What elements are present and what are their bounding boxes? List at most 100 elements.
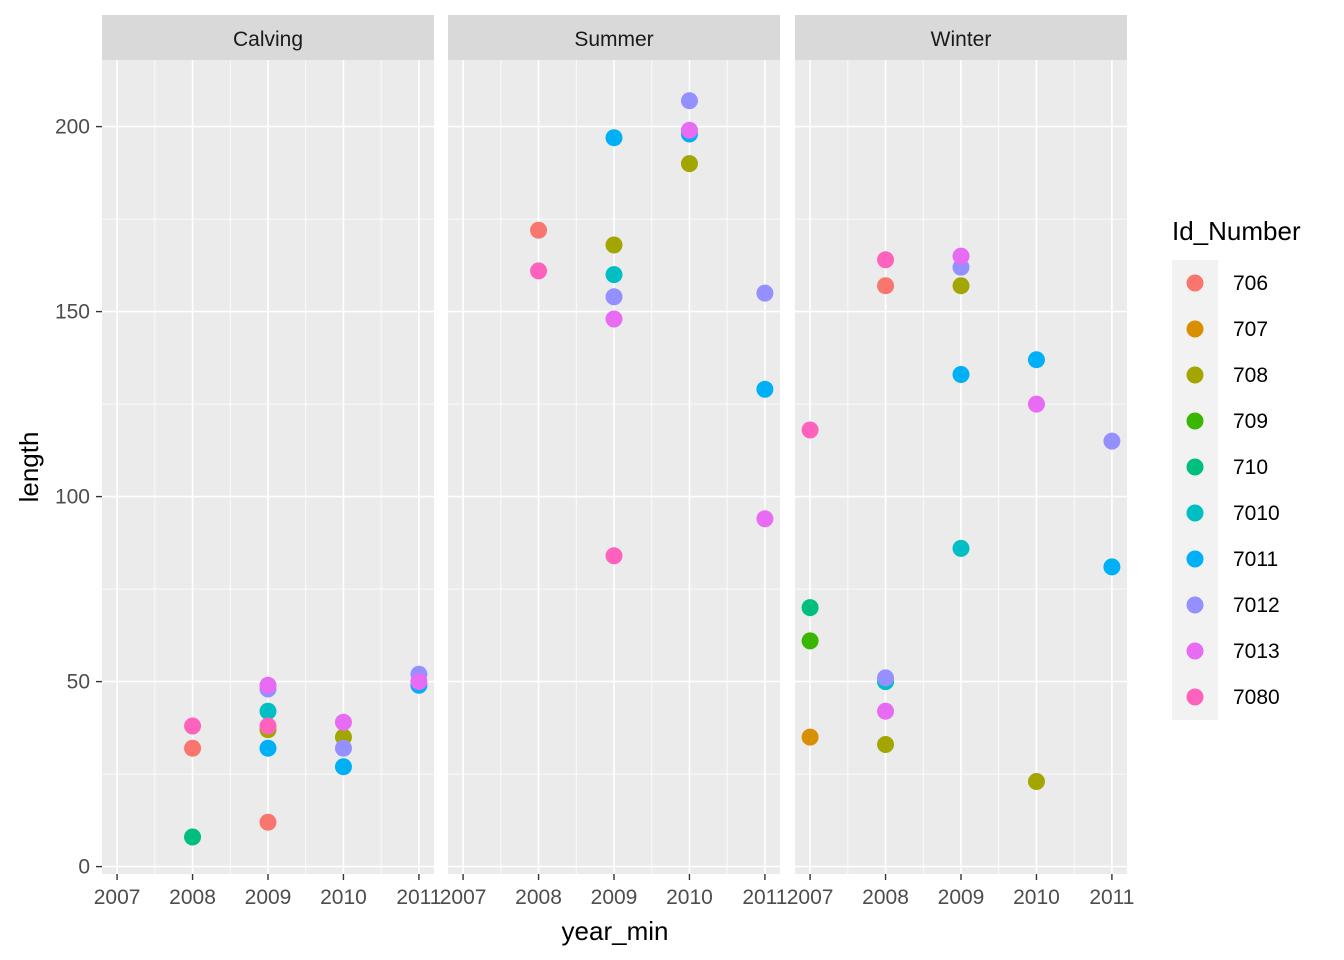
data-point-708 xyxy=(877,736,895,753)
data-point-706 xyxy=(877,277,895,295)
data-point-7012 xyxy=(680,92,698,110)
legend-swatch xyxy=(1186,274,1204,292)
legend-swatch xyxy=(1186,458,1204,476)
x-tick-label: 2009 xyxy=(591,886,638,909)
data-point-707 xyxy=(801,728,819,746)
x-tick-label: 2008 xyxy=(862,886,909,909)
x-tick-label: 2010 xyxy=(666,886,713,909)
facet-strip-label: Winter xyxy=(931,28,992,51)
x-tick-label: 2007 xyxy=(440,886,487,909)
legend-swatch xyxy=(1186,642,1204,660)
data-point-7010 xyxy=(259,702,277,720)
facet-strip xyxy=(102,15,434,60)
facet-panels: Calving 2007 2008 2009 2010 2011 Summer 2007 200… xyxy=(94,15,1134,909)
data-point-706 xyxy=(184,739,202,757)
x-tick-label: 2007 xyxy=(94,886,141,909)
data-point-7080 xyxy=(801,421,819,439)
facet-strip-label: Calving xyxy=(233,28,303,51)
legend-label: 7010 xyxy=(1233,502,1280,525)
y-tick-label: 50 xyxy=(67,671,90,694)
data-point-708 xyxy=(680,155,698,173)
legend-label: 708 xyxy=(1233,364,1268,387)
data-point-709 xyxy=(801,632,819,650)
data-point-7012 xyxy=(334,739,352,757)
legend-label: 7011 xyxy=(1233,548,1278,571)
legend-item-710: 710 xyxy=(1172,444,1268,490)
legend-label: 7080 xyxy=(1233,686,1280,709)
x-tick-label: 2009 xyxy=(938,886,985,909)
facet-strip xyxy=(448,15,780,60)
legend-item-707: 707 xyxy=(1172,306,1268,352)
legend-label: 709 xyxy=(1233,410,1268,433)
data-point-7012 xyxy=(1103,432,1121,450)
data-point-7013 xyxy=(410,673,428,691)
data-point-7013 xyxy=(756,510,774,528)
legend-item-7080: 7080 xyxy=(1172,674,1280,720)
legend-swatch xyxy=(1186,550,1204,568)
legend-swatch xyxy=(1186,688,1204,706)
data-point-7013 xyxy=(334,713,352,731)
data-point-7011 xyxy=(1103,558,1121,576)
legend-swatch xyxy=(1186,320,1204,338)
y-axis-title: length xyxy=(14,432,44,503)
x-tick-label: 2011 xyxy=(742,886,787,909)
y-tick-label: 200 xyxy=(55,116,90,139)
legend: Id_Number 706 707 708 709 710 7010 7011 7012 701… xyxy=(1172,216,1301,720)
x-tick-label: 2011 xyxy=(1089,886,1134,909)
data-point-706 xyxy=(259,813,277,831)
facet-panel-calving: Calving 2007 2008 2009 2010 2011 xyxy=(94,15,441,909)
x-tick-label: 2008 xyxy=(515,886,562,909)
data-point-7013 xyxy=(259,676,277,694)
data-point-7012 xyxy=(877,669,895,687)
data-point-7080 xyxy=(877,251,895,269)
data-point-7012 xyxy=(605,288,623,306)
data-point-708 xyxy=(1027,773,1045,790)
data-point-710 xyxy=(801,599,819,617)
data-point-7013 xyxy=(952,247,970,265)
data-point-7010 xyxy=(605,266,623,284)
x-tick-label: 2011 xyxy=(396,886,441,909)
data-point-7013 xyxy=(680,121,698,139)
data-point-708 xyxy=(952,277,970,295)
legend-label: 707 xyxy=(1233,318,1268,341)
data-point-7080 xyxy=(530,262,548,280)
data-point-7012 xyxy=(756,284,774,302)
legend-item-7011: 7011 xyxy=(1172,536,1278,582)
data-point-7080 xyxy=(184,717,202,735)
x-tick-label: 2008 xyxy=(169,886,216,909)
x-tick-label: 2007 xyxy=(787,886,834,909)
data-point-7011 xyxy=(756,380,774,398)
data-point-7011 xyxy=(1027,351,1045,369)
y-tick-label: 150 xyxy=(55,301,90,324)
data-point-710 xyxy=(184,828,202,846)
legend-label: 7013 xyxy=(1233,640,1280,663)
data-point-7010 xyxy=(952,539,970,557)
data-point-7011 xyxy=(259,739,277,757)
legend-item-708: 708 xyxy=(1172,352,1268,398)
y-axis: 0 50 100 150 200 xyxy=(55,116,102,879)
x-tick-label: 2010 xyxy=(1013,886,1060,909)
legend-item-7012: 7012 xyxy=(1172,582,1280,628)
x-tick-label: 2010 xyxy=(320,886,367,909)
legend-label: 710 xyxy=(1233,456,1268,479)
data-point-706 xyxy=(530,221,548,239)
data-point-7011 xyxy=(334,758,352,776)
legend-item-709: 709 xyxy=(1172,398,1268,444)
data-point-708 xyxy=(605,236,623,254)
legend-swatch xyxy=(1186,596,1204,614)
legend-item-7010: 7010 xyxy=(1172,490,1280,536)
legend-swatch xyxy=(1186,412,1204,430)
legend-item-7013: 7013 xyxy=(1172,628,1280,674)
legend-title: Id_Number xyxy=(1172,216,1301,246)
facet-panel-winter: Winter 2007 2008 2009 2010 2011 xyxy=(787,15,1134,909)
legend-item-706: 706 xyxy=(1172,260,1268,306)
legend-label: 706 xyxy=(1233,272,1268,295)
data-point-7013 xyxy=(605,310,623,328)
legend-label: 7012 xyxy=(1233,594,1280,617)
data-point-7080 xyxy=(605,547,623,565)
legend-swatch xyxy=(1186,504,1204,522)
legend-swatch xyxy=(1186,366,1204,384)
data-point-7011 xyxy=(952,366,970,383)
y-tick-label: 0 xyxy=(78,856,90,879)
